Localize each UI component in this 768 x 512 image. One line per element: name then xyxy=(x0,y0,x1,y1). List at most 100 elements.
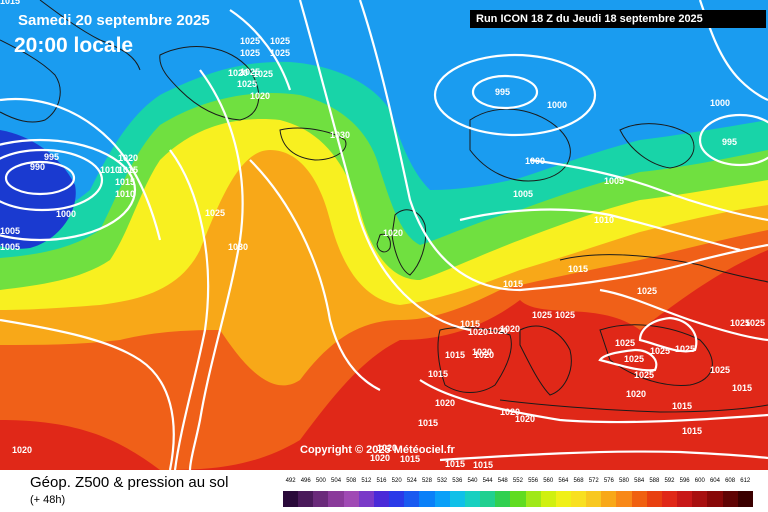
color-scale: 492 496 500 504 508 512 516 520 524 528 532 536 540 5… xyxy=(283,478,753,508)
scale-swatch xyxy=(404,491,420,507)
pressure-label: 1015 xyxy=(400,454,420,464)
scale-label: 504 xyxy=(331,478,342,484)
scale-label: 540 xyxy=(467,478,478,484)
scale-label: 500 xyxy=(315,478,326,484)
pressure-label: 1025 xyxy=(555,310,575,320)
scale-label: 604 xyxy=(709,478,720,484)
pressure-label: 1020 xyxy=(500,324,520,334)
pressure-label: 1015 xyxy=(682,426,702,436)
scale-swatch xyxy=(570,491,587,507)
field-low xyxy=(0,0,768,230)
pressure-label: 1025 xyxy=(253,69,273,79)
pressure-label: 995 xyxy=(722,137,737,147)
pressure-label: 1000 xyxy=(56,209,76,219)
pressure-label: 1010 xyxy=(594,215,614,225)
pressure-label: 1025 xyxy=(675,344,695,354)
pressure-label: 1020 xyxy=(488,326,508,336)
scale-swatch xyxy=(540,491,556,507)
pressure-label: 1015 xyxy=(473,460,493,470)
pressure-label: 1015 xyxy=(118,165,138,175)
pressure-label: 1015 xyxy=(445,459,465,469)
pressure-label: 1020 xyxy=(472,347,492,357)
pressure-label: 1020 xyxy=(435,398,455,408)
pressure-label: 1025 xyxy=(730,318,750,328)
scale-swatch xyxy=(555,491,571,507)
pressure-label: 1020 xyxy=(626,389,646,399)
copyright-notice: Copyright © 2025 Météociel.fr xyxy=(300,444,455,456)
pressure-labels: 1025 1025 1025 1025 1025 1020 1025 1020 … xyxy=(0,0,765,470)
scale-swatch xyxy=(707,491,723,507)
scale-swatch xyxy=(495,491,511,507)
pressure-label: 1005 xyxy=(0,242,20,252)
scale-swatch xyxy=(464,491,481,507)
scale-swatch xyxy=(358,491,374,507)
pressure-label: 995 xyxy=(495,87,510,97)
scale-swatch xyxy=(601,491,617,507)
pressure-label: 1000 xyxy=(547,100,567,110)
pressure-label: 990 xyxy=(30,162,45,172)
pressure-label: 1025 xyxy=(637,286,657,296)
pressure-label: 1020 xyxy=(370,453,390,463)
pressure-label: 1020 xyxy=(500,407,520,417)
scale-swatch xyxy=(616,491,632,507)
pressure-label: 1025 xyxy=(240,48,260,58)
scale-swatch xyxy=(646,491,662,507)
scale-swatch xyxy=(631,491,647,507)
scale-label: 512 xyxy=(361,478,372,484)
legend-area: Géop. Z500 & pression au sol (+ 48h) 492… xyxy=(0,470,768,512)
scale-label: 572 xyxy=(588,478,599,484)
scale-label: 564 xyxy=(558,478,569,484)
coastlines xyxy=(0,0,768,413)
scale-swatch xyxy=(283,491,299,507)
field-low-east xyxy=(462,59,560,115)
pressure-label: 1025 xyxy=(624,354,644,364)
scale-label: 552 xyxy=(512,478,523,484)
pressure-label: 1015 xyxy=(503,279,523,289)
model-run-banner: Run ICON 18 Z du Jeudi 18 septembre 2025 xyxy=(470,10,766,28)
scale-label: 608 xyxy=(725,478,736,484)
scale-swatch xyxy=(525,491,541,507)
pressure-label: 1005 xyxy=(604,176,624,186)
pressure-label: 1025 xyxy=(270,36,290,46)
pressure-label: 1020 xyxy=(377,443,397,453)
scale-label: 576 xyxy=(603,478,614,484)
scale-label: 568 xyxy=(573,478,584,484)
scale-swatch xyxy=(692,491,708,507)
scale-label: 560 xyxy=(543,478,554,484)
scale-label: 592 xyxy=(664,478,675,484)
scale-label: 524 xyxy=(406,478,417,484)
pressure-label: 1020 xyxy=(12,445,32,455)
scale-swatch xyxy=(480,491,496,507)
scale-label: 508 xyxy=(346,478,357,484)
scale-swatch xyxy=(586,491,602,507)
pressure-label: 1015 xyxy=(568,264,588,274)
scale-label: 580 xyxy=(619,478,630,484)
pressure-label: 1025 xyxy=(615,338,635,348)
pressure-label: 1005 xyxy=(513,189,533,199)
scale-label: 544 xyxy=(482,478,493,484)
pressure-label: 1030 xyxy=(228,242,248,252)
pressure-label: 1025 xyxy=(634,370,654,380)
scale-swatch xyxy=(722,491,738,507)
pressure-label: 1015 xyxy=(460,319,480,329)
pressure-label: 1025 xyxy=(237,79,257,89)
scale-labels: 492 496 500 504 508 512 516 520 524 528 532 536 540 5… xyxy=(283,478,753,488)
pressure-label: 1015 xyxy=(0,0,20,6)
pressure-label: 1020 xyxy=(468,327,488,337)
scale-label: 556 xyxy=(528,478,539,484)
pressure-label: 1000 xyxy=(710,98,730,108)
pressure-label: 1025 xyxy=(270,48,290,58)
pressure-label: 1015 xyxy=(115,177,135,187)
forecast-local-time: 20:00 locale xyxy=(14,34,134,57)
scale-bar xyxy=(283,491,753,507)
forecast-date: Samedi 20 septembre 2025 xyxy=(18,12,210,29)
pressure-label: 1020 xyxy=(515,414,535,424)
scale-label: 532 xyxy=(437,478,448,484)
pressure-label: 1025 xyxy=(710,365,730,375)
pressure-label: 1010 xyxy=(115,189,135,199)
scale-swatch xyxy=(677,491,693,507)
pressure-label: 1025 xyxy=(240,67,260,77)
pressure-label: 1025 xyxy=(205,208,225,218)
pressure-label: 1025 xyxy=(240,36,260,46)
scale-swatch xyxy=(434,491,450,507)
